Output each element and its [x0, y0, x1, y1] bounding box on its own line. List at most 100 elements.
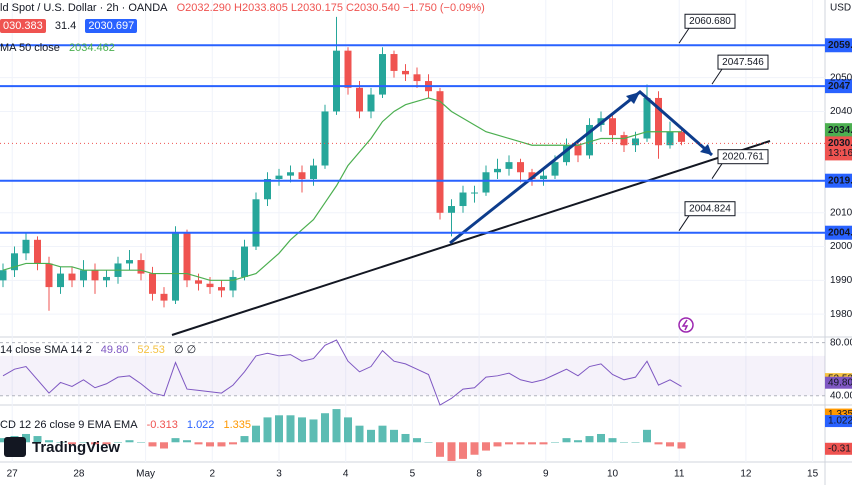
macd-bar	[148, 442, 157, 447]
level-tag	[825, 173, 852, 188]
candle-body	[540, 175, 547, 180]
x-tick-label: 10	[607, 469, 619, 480]
level-tag-label: 2019.	[828, 175, 852, 186]
x-tick-label: 4	[343, 469, 349, 480]
macd-bar	[424, 442, 433, 443]
macd-bar	[160, 442, 168, 449]
candle-body	[137, 260, 145, 274]
macd-bar	[401, 433, 410, 443]
macd-bar	[413, 438, 421, 443]
macd-bar	[470, 442, 479, 455]
price-tag-label: 2034.	[828, 125, 852, 136]
macd-bar	[91, 442, 99, 445]
macd-bar	[68, 442, 76, 445]
candle-body	[0, 270, 7, 281]
macd-tag	[825, 442, 852, 455]
macd-bar	[378, 425, 387, 443]
rsi-tick-label: 80.00	[830, 337, 852, 348]
ma-name: MA 50 close	[0, 42, 60, 54]
candle-body	[103, 276, 110, 281]
header: ld Spot / U.S. Dollar · 2h · OANDA O2032…	[0, 2, 491, 14]
candle-body	[160, 293, 168, 301]
macd-tag-label: -0.31	[828, 443, 851, 454]
macd-bar	[206, 442, 214, 447]
level-tag-label: 2059.	[828, 40, 852, 51]
callout-label: 2060.680	[689, 16, 731, 27]
price-tag-time: 13:16	[828, 148, 852, 159]
rsi-extra: ∅ ∅	[173, 344, 197, 356]
rsi-band	[0, 355, 825, 396]
candle-body	[643, 97, 651, 139]
candle-body	[252, 199, 260, 247]
bid[interactable]: 030.383	[0, 19, 46, 33]
quote-row: 030.383 31.4 2030.697	[0, 19, 143, 33]
rsi-tag	[825, 376, 852, 389]
macd-bar	[367, 429, 375, 443]
x-tick-label: 9	[543, 469, 549, 480]
candle-body	[379, 54, 386, 95]
rsi-tick-label: 40.00	[830, 390, 852, 401]
macd-bar	[217, 442, 226, 447]
callout-box	[717, 54, 769, 70]
candle-body	[22, 239, 30, 254]
callout-pointer	[711, 68, 723, 85]
event-icon-bolt	[681, 319, 689, 331]
macd-bar	[321, 413, 329, 443]
macd-bar	[493, 442, 502, 447]
macd-bar	[620, 442, 628, 443]
macd-value: 1.022	[186, 419, 215, 431]
candle-body	[505, 162, 513, 169]
candle-body	[172, 233, 179, 301]
candle-body	[517, 162, 524, 173]
candle-body	[11, 253, 18, 271]
macd-hist-value: -0.313	[146, 419, 178, 431]
macd-bar	[229, 442, 237, 445]
y-tick-label: 2000	[830, 241, 852, 252]
macd-bar	[33, 436, 42, 443]
candle-body	[482, 172, 490, 193]
macd-bar	[574, 440, 582, 443]
macd-tag-label: 1.022	[828, 416, 852, 427]
macd-tag-label: 1.335	[828, 409, 852, 420]
ask[interactable]: 2030.697	[85, 19, 138, 33]
x-tick-label: 12	[740, 469, 752, 480]
x-tick-label: 11	[674, 469, 685, 480]
rsi-legend: 14 close SMA 14 2 49.80 52.53 ∅ ∅	[0, 343, 202, 356]
candle-body	[45, 263, 53, 288]
level-tag	[825, 38, 852, 53]
candle-body	[413, 74, 421, 82]
macd-bar	[45, 440, 53, 443]
price-tag	[825, 136, 852, 161]
currency: USD	[830, 3, 851, 14]
candle-body	[459, 192, 467, 207]
callout-label: 2047.546	[722, 57, 764, 68]
macd-bar	[447, 442, 456, 461]
candle-body	[563, 145, 570, 163]
macd-bar	[286, 415, 295, 443]
candle-body	[264, 179, 271, 200]
candle-body	[333, 50, 340, 112]
candle-body	[390, 54, 398, 71]
candle-body	[528, 172, 536, 180]
ma-value: 2034.462	[68, 42, 115, 54]
arrow-head	[700, 144, 712, 155]
x-tick-label: 27	[7, 469, 19, 480]
x-tick-label: 2	[210, 469, 216, 480]
candle-body	[402, 70, 409, 75]
ohlc: O2032.290 H2033.805 L2030.175 C2030.540 …	[176, 2, 485, 14]
macd-bar	[355, 425, 364, 443]
macd-bar	[344, 417, 352, 443]
macd-signal-value: 1.335	[223, 419, 252, 431]
x-tick-label: 15	[807, 469, 819, 480]
candle-body	[344, 50, 352, 88]
macd-bar	[275, 415, 283, 443]
macd-bar	[631, 442, 640, 443]
macd-bar	[332, 409, 341, 443]
candle-body	[666, 131, 674, 146]
macd-bar	[390, 429, 398, 443]
event-icon[interactable]	[678, 317, 694, 333]
macd-name: CD 12 26 close 9 EMA EMA	[0, 419, 138, 431]
macd-bar	[505, 442, 513, 445]
macd-bar	[528, 442, 536, 445]
macd-bar	[608, 438, 617, 443]
